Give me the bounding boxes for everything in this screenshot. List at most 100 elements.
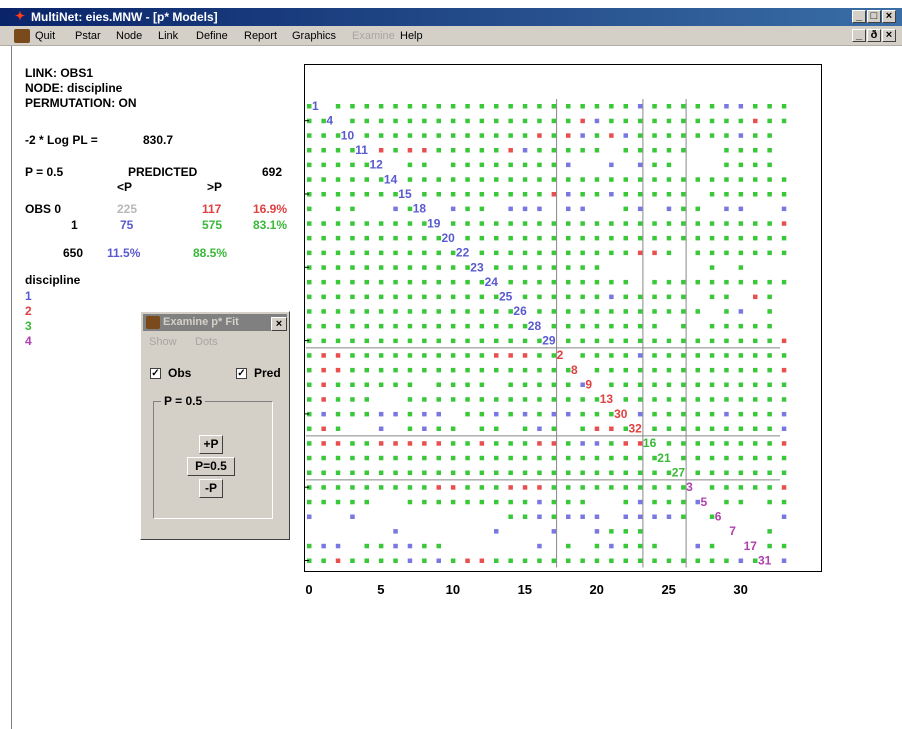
- matrix-cell: [609, 133, 614, 138]
- matrix-cell: [767, 397, 772, 402]
- matrix-cell: [738, 265, 744, 270]
- matrix-cell: [522, 148, 528, 153]
- matrix-cell: [666, 558, 672, 563]
- matrix-cell: [522, 338, 528, 344]
- matrix-cell: [537, 338, 542, 344]
- matrix-cell: [551, 426, 557, 431]
- matrix-cell: [364, 133, 369, 138]
- matrix-cell: [738, 309, 744, 314]
- matrix-cell: [450, 118, 456, 124]
- matrix-cell: [594, 441, 600, 446]
- matrix-cell: [335, 543, 341, 549]
- matrix-cell: [695, 558, 700, 563]
- matrix-cell: [364, 192, 369, 197]
- matrix-cell: [537, 235, 542, 241]
- matrix-cell: [566, 367, 571, 373]
- obs-checkbox[interactable]: ✓: [150, 368, 161, 379]
- close-button[interactable]: ×: [882, 10, 896, 23]
- matrix-cell: [479, 294, 485, 300]
- matrix-cell: [522, 367, 528, 373]
- matrix-cell: [652, 279, 657, 285]
- obs1-above-pct: 83.1%: [253, 218, 288, 232]
- window-frame-left: [11, 46, 12, 729]
- matrix-cell: [436, 148, 441, 153]
- matrix-cell: [681, 118, 686, 124]
- menu-node[interactable]: Node: [116, 30, 143, 42]
- matrix-cell: [307, 309, 312, 314]
- matrix-cell: [407, 455, 413, 461]
- matrix-cell: [307, 235, 312, 241]
- matrix-cell: [738, 133, 744, 138]
- matrix-cell: [335, 426, 341, 431]
- matrix-cell: [623, 323, 628, 329]
- menu-help[interactable]: Help: [400, 30, 423, 42]
- minimize-button[interactable]: _: [852, 10, 866, 23]
- mdi-minimize-button[interactable]: _: [852, 29, 866, 42]
- matrix-cell: [753, 294, 758, 300]
- matrix-cell: [666, 279, 672, 285]
- matrix-cell: [623, 499, 628, 505]
- matrix-cell: [580, 133, 585, 138]
- matrix-cell: [695, 470, 700, 475]
- matrix-cell: [335, 192, 341, 197]
- document-system-icon[interactable]: [14, 29, 30, 43]
- matrix-cell: [407, 397, 413, 402]
- matrix-cell: [551, 279, 557, 285]
- matrix-cell: [724, 148, 729, 153]
- matrix-cell: [350, 206, 355, 212]
- maximize-button[interactable]: □: [867, 10, 881, 23]
- menu-link[interactable]: Link: [158, 30, 179, 42]
- multinet-app-icon[interactable]: ✦: [15, 9, 26, 23]
- matrix-cell: [522, 206, 528, 212]
- matrix-cell: [465, 118, 470, 124]
- matrix-cell: [436, 499, 441, 505]
- matrix-cell: [666, 470, 672, 475]
- matrix-cell: [537, 221, 542, 226]
- menu-quit[interactable]: Quit: [35, 30, 56, 42]
- matrix-cell: [307, 148, 312, 153]
- matrix-cell: [781, 514, 787, 519]
- matrix-cell: [594, 148, 600, 153]
- menu-define[interactable]: Define: [196, 30, 228, 42]
- matrix-cell: [695, 455, 700, 461]
- matrix-cell: [422, 279, 427, 285]
- matrix-cell: [566, 470, 571, 475]
- reset-p-button[interactable]: P=0.5: [187, 457, 235, 476]
- increase-p-button[interactable]: +P: [199, 435, 223, 454]
- matrix-cell: [652, 499, 657, 505]
- matrix-cell: [307, 118, 312, 124]
- matrix-cell: [393, 411, 398, 417]
- matrix-cell: [450, 485, 456, 490]
- matrix-cell: [479, 250, 485, 256]
- mdi-restore-button[interactable]: ð: [867, 29, 881, 42]
- dialog-menu-show[interactable]: Show: [149, 336, 177, 348]
- dialog-title-bar[interactable]: Examine p* Fit ×: [143, 314, 287, 331]
- menu-report[interactable]: Report: [244, 30, 278, 42]
- matrix-cell: [738, 148, 744, 153]
- menu-pstar[interactable]: Pstar: [75, 30, 101, 42]
- matrix-cell: [364, 177, 369, 182]
- dialog-menu-dots[interactable]: Dots: [195, 336, 218, 348]
- matrix-cell: [307, 279, 312, 285]
- matrix-cell: [666, 250, 672, 256]
- pred-checkbox[interactable]: ✓: [236, 368, 247, 379]
- matrix-cell: [566, 235, 571, 241]
- matrix-cell: [350, 192, 355, 197]
- mdi-close-button[interactable]: ×: [882, 29, 896, 42]
- matrix-cell: [551, 118, 557, 124]
- dialog-close-button[interactable]: ×: [271, 317, 287, 331]
- matrix-cell: [321, 367, 326, 373]
- menu-graphics[interactable]: Graphics: [292, 30, 337, 42]
- matrix-cell: [422, 441, 427, 446]
- matrix-cell: [350, 309, 355, 314]
- matrix-cell: [494, 529, 499, 534]
- matrix-cell: [753, 455, 758, 461]
- node-label: 8: [571, 363, 578, 377]
- matrix-cell: [436, 558, 441, 563]
- matrix-cell: [666, 485, 672, 490]
- node-label: 24: [485, 275, 499, 289]
- matrix-cell: [465, 485, 470, 490]
- decrease-p-button[interactable]: -P: [199, 479, 223, 498]
- matrix-cell: [378, 192, 384, 197]
- matrix-cell: [594, 353, 600, 358]
